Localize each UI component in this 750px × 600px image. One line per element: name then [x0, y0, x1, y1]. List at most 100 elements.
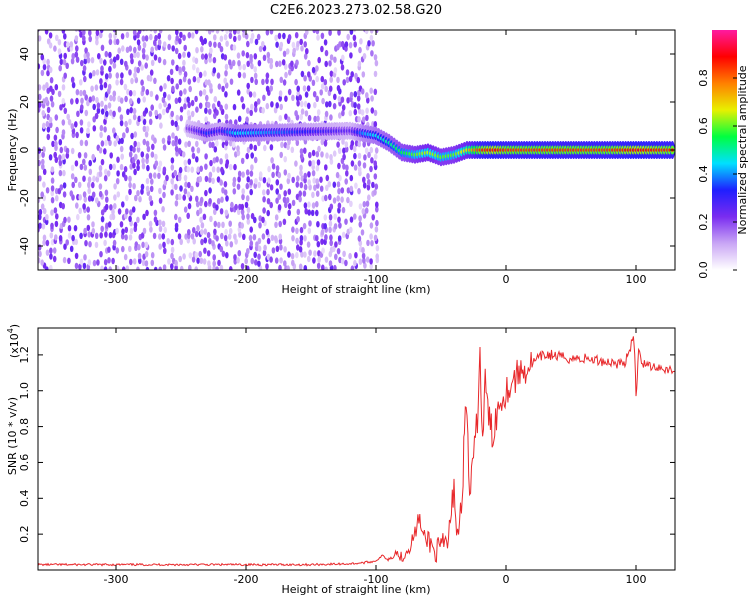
heatmap-noise-cell: [315, 165, 320, 172]
heatmap-noise-cell: [142, 213, 146, 220]
heatmap-noise-cell: [107, 102, 112, 109]
heatmap-noise-cell: [375, 219, 379, 227]
heatmap-noise-cell: [170, 246, 175, 254]
heatmap-noise-cell: [328, 260, 333, 267]
heatmap-noise-cell: [183, 103, 187, 110]
heatmap-noise-cell: [307, 179, 312, 186]
heatmap-noise-cell: [294, 32, 299, 39]
heatmap-noise-cell: [352, 145, 357, 153]
heatmap-noise-cell: [213, 34, 217, 41]
heatmap-noise-cell: [219, 208, 224, 215]
heatmap-noise-cell: [211, 166, 216, 173]
heatmap-noise-cell: [182, 59, 186, 67]
colorbar-tick-label: 0.2: [697, 213, 710, 231]
heatmap-noise-cell: [212, 265, 216, 270]
heatmap-noise-cell: [203, 228, 208, 235]
heatmap-noise-cell: [246, 213, 250, 220]
heatmap-noise-cell: [141, 163, 146, 170]
heatmap-noise-cell: [88, 168, 93, 175]
heatmap-noise-cell: [117, 47, 121, 54]
heatmap-noise-cell: [283, 260, 287, 267]
heatmap-noise-cell: [129, 145, 134, 152]
heatmap-noise-cell: [115, 227, 119, 235]
heatmap-noise-cell: [69, 41, 74, 48]
heatmap-noise-cell: [74, 51, 79, 58]
heatmap-noise-cell: [349, 91, 354, 99]
heatmap-noise-cell: [136, 159, 140, 166]
heatmap-noise-cell: [203, 37, 207, 45]
heatmap-noise-cell: [241, 103, 246, 110]
heatmap-noise-cell: [333, 223, 338, 230]
heatmap-noise-cell: [224, 209, 229, 216]
heatmap-noise-cell: [313, 184, 317, 191]
heatmap-noise-cell: [250, 257, 255, 265]
heatmap-noise-cell: [95, 39, 99, 46]
heatmap-noise-cell: [45, 120, 50, 128]
heatmap-noise-cell: [307, 209, 312, 216]
x-tick-label: -200: [234, 573, 259, 586]
heatmap-noise-cell: [103, 118, 107, 125]
heatmap-noise-cell: [224, 113, 229, 121]
heatmap-noise-cell: [104, 231, 108, 238]
heatmap-noise-cell: [310, 209, 315, 217]
heatmap-noise-cell: [329, 154, 333, 161]
heatmap-noise-cell: [303, 41, 308, 48]
heatmap-noise-cell: [63, 33, 67, 40]
heatmap-noise-cell: [146, 164, 150, 172]
heatmap-noise-cell: [162, 58, 167, 66]
heatmap-noise-cell: [308, 220, 312, 227]
heatmap-noise-cell: [275, 197, 279, 204]
heatmap-noise-cell: [232, 44, 237, 51]
heatmap-noise-cell: [38, 147, 42, 154]
heatmap-noise-cell: [177, 147, 182, 155]
heatmap-noise-cell: [153, 137, 157, 144]
heatmap-noise-cell: [332, 150, 337, 157]
heatmap-noise-cell: [232, 103, 237, 111]
heatmap-noise-cell: [74, 238, 78, 246]
snr-scale-exponent: 4: [6, 328, 15, 333]
heatmap-noise-cell: [257, 181, 262, 189]
heatmap-noise-cell: [203, 70, 207, 77]
heatmap-noise-cell: [100, 265, 104, 270]
heatmap-noise-cell: [323, 140, 328, 147]
heatmap-noise-cell: [327, 181, 332, 188]
heatmap-noise-cell: [46, 58, 50, 66]
heatmap-noise-cell: [290, 253, 295, 260]
heatmap-noise-cell: [38, 159, 41, 167]
heatmap-noise-cell: [94, 241, 99, 249]
heatmap-noise-cell: [107, 83, 112, 91]
heatmap-noise-cell: [269, 201, 274, 209]
heatmap-noise-cell: [112, 239, 117, 247]
heatmap-noise-cell: [375, 253, 380, 260]
heatmap-noise-cell: [287, 88, 292, 96]
heatmap-noise-cell: [136, 216, 140, 223]
heatmap-noise-cell: [296, 90, 301, 97]
heatmap-noise-cell: [145, 125, 150, 133]
heatmap-noise-cell: [336, 248, 341, 255]
heatmap-noise-cell: [364, 30, 369, 35]
heatmap-noise-cell: [121, 245, 125, 253]
heatmap-noise-cell: [329, 76, 334, 83]
heatmap-noise-cell: [149, 90, 154, 98]
heatmap-noise-cell: [96, 259, 100, 266]
heatmap-noise-cell: [91, 221, 95, 228]
heatmap-noise-cell: [171, 132, 175, 139]
heatmap-noise-cell: [352, 30, 357, 32]
heatmap-noise-cell: [136, 51, 140, 58]
heatmap-noise-cell: [170, 77, 174, 85]
heatmap-noise-cell: [136, 66, 140, 74]
heatmap-noise-cell: [55, 213, 59, 220]
heatmap-noise-cell: [286, 265, 290, 270]
heatmap-noise-cell: [130, 57, 134, 65]
heatmap-noise-cell: [336, 195, 341, 202]
heatmap-noise-cell: [158, 160, 163, 167]
heatmap-noise-cell: [162, 166, 167, 173]
heatmap-noise-cell: [362, 201, 367, 208]
heatmap-noise-cell: [133, 140, 137, 148]
heatmap-noise-cell: [245, 152, 249, 160]
heatmap-noise-cell: [265, 85, 270, 93]
heatmap-noise-cell: [315, 95, 320, 103]
heatmap-noise-cell: [304, 110, 309, 117]
heatmap-noise-cell: [116, 156, 120, 163]
spectrogram-x-label: Height of straight line (km): [281, 283, 430, 296]
